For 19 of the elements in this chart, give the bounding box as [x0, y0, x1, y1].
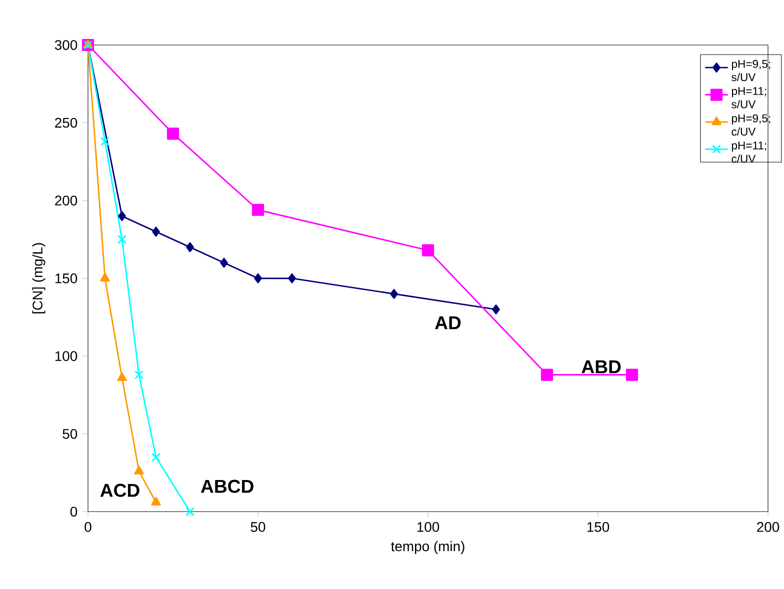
annotation: ABD	[582, 360, 621, 374]
y-tick-label: 300	[54, 40, 78, 50]
y-axis-title: [CN] (mg/L)	[32, 243, 46, 314]
annotation: ABCD	[200, 480, 254, 493]
annotation: AD	[435, 316, 461, 330]
y-tick-label: 50	[62, 428, 78, 439]
x-tick-label: 150	[587, 522, 610, 532]
y-tick-label: 200	[55, 196, 78, 206]
y-tick-label: 150	[55, 273, 78, 284]
y-tick-label: 0	[70, 506, 78, 517]
x-tick-label: 50	[250, 522, 266, 532]
x-tick-label: 0	[84, 522, 92, 532]
y-tick-label: 100	[55, 351, 78, 362]
x-tick-label: 100	[417, 522, 440, 532]
legend-label: pH=11; c/UV	[732, 142, 766, 163]
annotation: ACD	[100, 484, 140, 497]
y-tick-label: 250	[55, 118, 78, 128]
x-axis-title: tempo (min)	[391, 541, 464, 554]
x-tick-label: 200	[757, 522, 780, 532]
